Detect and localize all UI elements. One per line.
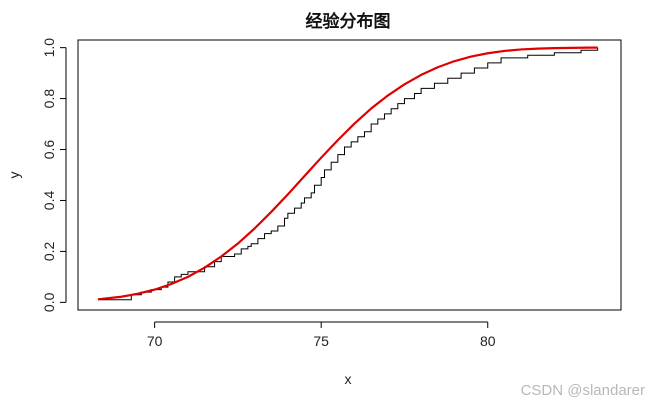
y-tick-label: 1.0: [41, 38, 57, 58]
y-tick-label: 0.4: [41, 191, 57, 211]
watermark: CSDN @slandarer: [521, 382, 645, 399]
plot-frame: [77, 39, 622, 311]
y-tick-label: 0.0: [41, 292, 57, 312]
empirical-cdf-step: [97, 47, 599, 301]
x-tick-label: 70: [147, 333, 163, 349]
y-tick-label: 0.6: [41, 140, 57, 160]
chart-title: 经验分布图: [306, 11, 391, 32]
series-layer: [97, 46, 599, 301]
y-tick-label: 0.2: [41, 241, 57, 261]
x-axis: 70 75 80: [147, 321, 496, 349]
fitted-cdf-line: [97, 46, 598, 301]
y-axis: 0.0 0.2 0.4 0.6 0.8 1.0: [41, 38, 67, 312]
y-tick-label: 0.8: [41, 89, 57, 109]
x-axis-label: x: [345, 371, 352, 387]
x-tick-label: 80: [480, 333, 496, 349]
y-axis-label: y: [6, 172, 22, 179]
x-tick-label: 75: [313, 333, 329, 349]
